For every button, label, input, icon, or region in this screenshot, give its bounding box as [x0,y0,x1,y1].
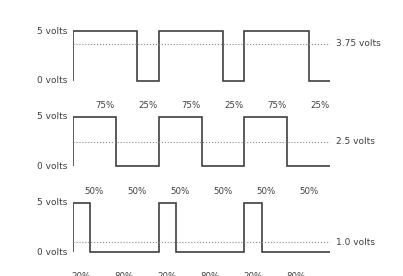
Text: 25%: 25% [224,101,243,110]
Text: 50%: 50% [84,187,104,196]
Text: 80%: 80% [200,272,220,276]
Text: 25%: 25% [310,101,329,110]
Text: 75%: 75% [267,101,287,110]
Text: 20%: 20% [243,272,263,276]
Text: 80%: 80% [114,272,134,276]
Text: 50%: 50% [299,187,319,196]
Text: 0 volts: 0 volts [37,76,67,85]
Text: 50%: 50% [170,187,190,196]
Text: 20%: 20% [158,272,177,276]
Text: 3.75 volts: 3.75 volts [336,39,380,48]
Text: 5 volts: 5 volts [37,27,67,36]
Text: 25%: 25% [138,101,158,110]
Text: 20%: 20% [71,272,91,276]
Text: 5 volts: 5 volts [37,112,67,121]
Text: 50%: 50% [213,187,233,196]
Text: 5 volts: 5 volts [37,198,67,207]
Text: 80%: 80% [287,272,306,276]
Text: 75%: 75% [95,101,114,110]
Text: 50%: 50% [256,187,276,196]
Text: 75%: 75% [181,101,200,110]
Text: 0 volts: 0 volts [37,248,67,256]
Text: 1.0 volts: 1.0 volts [336,238,375,247]
Text: 50%: 50% [127,187,147,196]
Text: 0 volts: 0 volts [37,162,67,171]
Text: 2.5 volts: 2.5 volts [336,137,374,146]
